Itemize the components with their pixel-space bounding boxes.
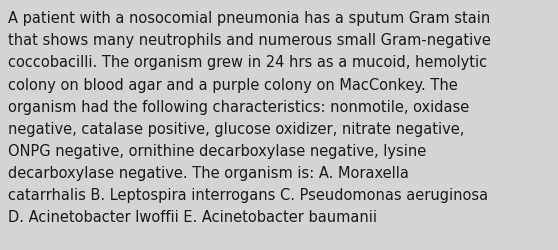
Text: colony on blood agar and a purple colony on MacConkey. The: colony on blood agar and a purple colony…	[8, 77, 458, 92]
Text: ONPG negative, ornithine decarboxylase negative, lysine: ONPG negative, ornithine decarboxylase n…	[8, 143, 426, 158]
Text: A patient with a nosocomial pneumonia has a sputum Gram stain: A patient with a nosocomial pneumonia ha…	[8, 11, 490, 26]
Text: coccobacilli. The organism grew in 24 hrs as a mucoid, hemolytic: coccobacilli. The organism grew in 24 hr…	[8, 55, 487, 70]
Text: decarboxylase negative. The organism is: A. Moraxella: decarboxylase negative. The organism is:…	[8, 165, 408, 180]
Text: organism had the following characteristics: nonmotile, oxidase: organism had the following characteristi…	[8, 99, 469, 114]
Text: that shows many neutrophils and numerous small Gram-negative: that shows many neutrophils and numerous…	[8, 33, 490, 48]
Text: catarrhalis B. Leptospira interrogans C. Pseudomonas aeruginosa: catarrhalis B. Leptospira interrogans C.…	[8, 187, 488, 202]
Text: negative, catalase positive, glucose oxidizer, nitrate negative,: negative, catalase positive, glucose oxi…	[8, 121, 464, 136]
Text: D. Acinetobacter lwoffii E. Acinetobacter baumanii: D. Acinetobacter lwoffii E. Acinetobacte…	[8, 209, 377, 224]
